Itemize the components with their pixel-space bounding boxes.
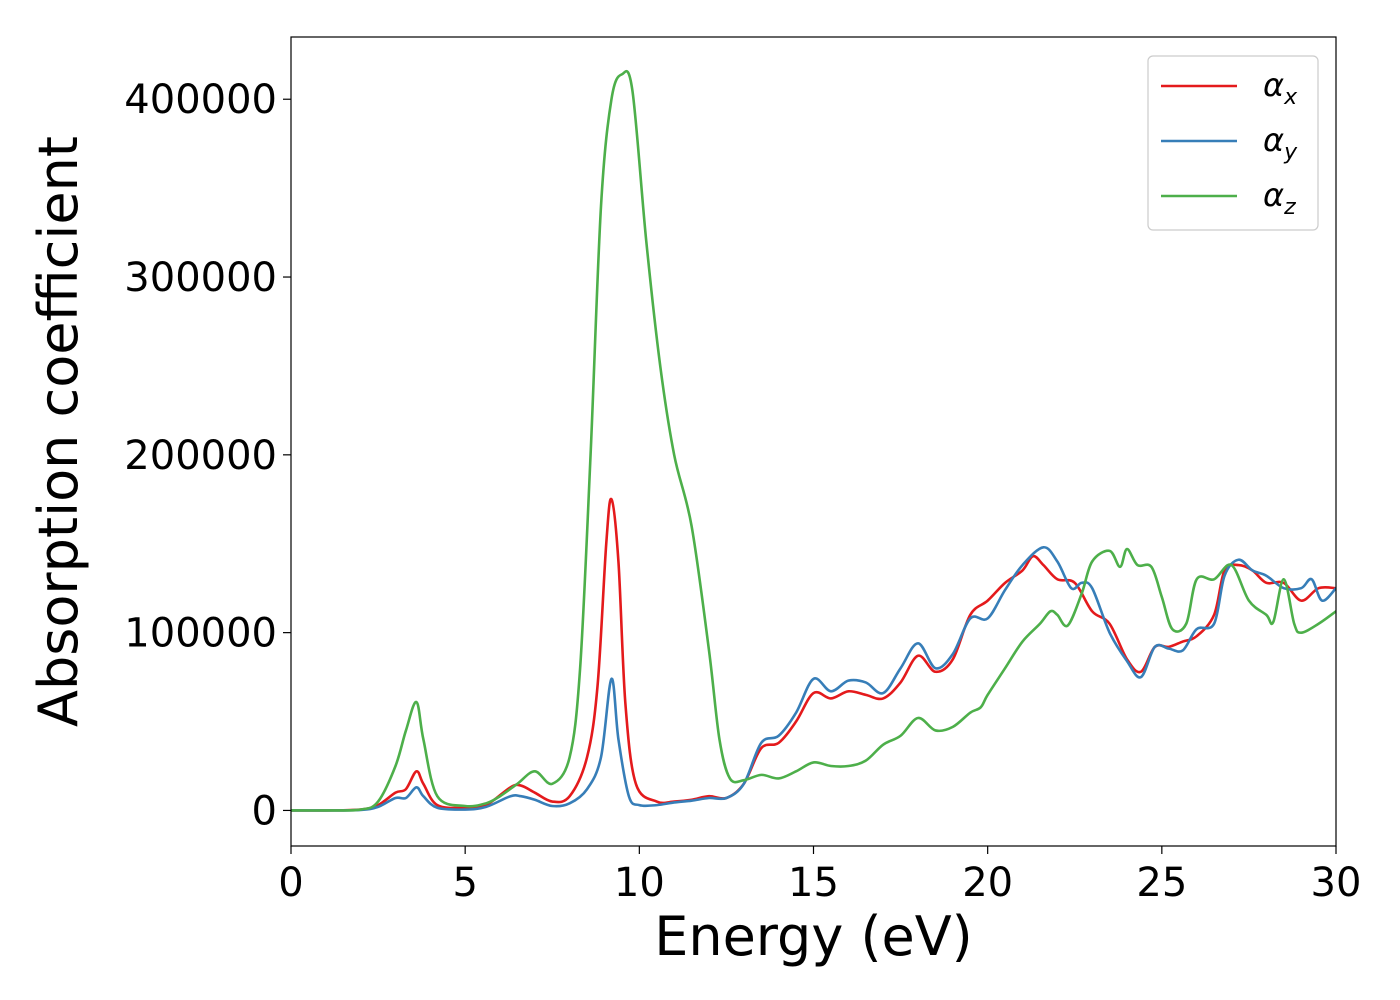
series-layer xyxy=(291,70,1336,812)
legend: αx αy αz xyxy=(1147,55,1319,231)
x-tick-label: 5 xyxy=(452,860,477,906)
x-tick-label: 15 xyxy=(788,860,839,906)
x-axis-label: Energy (eV) xyxy=(654,905,973,968)
y-tick-label: 300000 xyxy=(124,255,277,301)
x-tick-label: 25 xyxy=(1136,860,1187,906)
series-line-alpha-y xyxy=(291,545,1336,812)
legend-label-alpha-x: αx xyxy=(1263,66,1298,110)
x-tick-label: 30 xyxy=(1311,860,1362,906)
legend-label-alpha-z: αz xyxy=(1263,176,1296,220)
x-tick-label: 0 xyxy=(278,860,303,906)
y-tick-label: 100000 xyxy=(124,611,277,657)
y-tick-label: 0 xyxy=(252,788,277,834)
x-axis: 0 5 10 15 20 25 30 xyxy=(278,846,1361,906)
x-tick-label: 20 xyxy=(962,860,1013,906)
x-tick-label: 10 xyxy=(614,860,665,906)
y-tick-label: 200000 xyxy=(124,433,277,479)
legend-label-alpha-y: αy xyxy=(1263,121,1298,165)
y-tick-label: 400000 xyxy=(124,77,277,123)
series-line-alpha-z xyxy=(291,70,1336,812)
y-axis-label: Absorption coefficient xyxy=(27,136,90,727)
y-axis: 0 100000 200000 300000 400000 xyxy=(124,77,291,834)
legend-box xyxy=(1147,55,1319,231)
